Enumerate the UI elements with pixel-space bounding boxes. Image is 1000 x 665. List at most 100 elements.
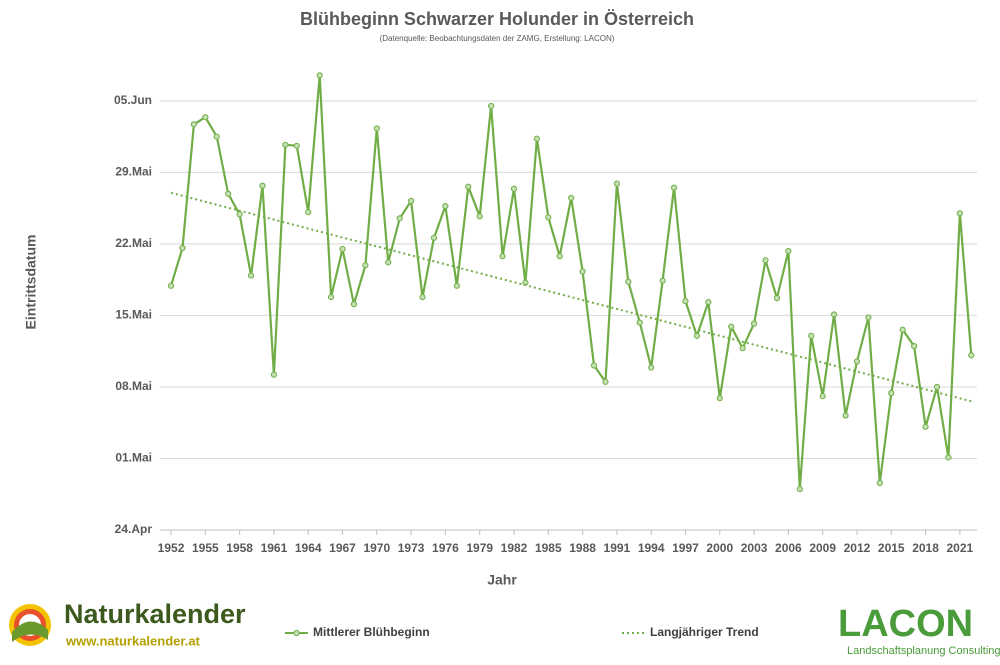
data-point [648, 364, 655, 371]
data-point [865, 314, 872, 321]
legend-label: Langjähriger Trend [650, 625, 759, 639]
data-point [716, 395, 723, 402]
logo-url: www.naturkalender.at [65, 633, 201, 648]
data-point [808, 332, 815, 339]
x-tick-label: 1994 [638, 541, 665, 555]
data-point [453, 282, 460, 289]
data-point [556, 253, 563, 260]
data-point [476, 213, 483, 220]
data-point [590, 362, 598, 369]
data-point [670, 184, 678, 191]
x-tick-label: 2000 [706, 541, 733, 555]
y-tick-label: 01.Mai [115, 451, 152, 465]
data-point [830, 311, 838, 318]
data-point [533, 135, 540, 142]
data-point [625, 278, 632, 285]
legend-marker [293, 629, 300, 637]
data-point [968, 352, 975, 359]
data-point [899, 326, 906, 333]
x-tick-label: 1982 [501, 541, 528, 555]
data-point [316, 72, 323, 79]
y-tick-label: 08.Mai [115, 379, 152, 393]
data-point [396, 215, 403, 222]
data-point [213, 133, 220, 140]
data-point [408, 197, 415, 205]
data-point [190, 121, 197, 128]
chart-subtitle: (Datenquelle: Beobachtungsdaten der ZAMG… [380, 34, 615, 43]
data-point [933, 383, 941, 391]
data-point [225, 190, 232, 197]
x-tick-label: 1979 [466, 541, 493, 555]
y-tick-label: 05.Jun [114, 93, 152, 107]
trend-line [170, 191, 972, 403]
data-point [385, 259, 392, 266]
data-point [339, 245, 346, 253]
x-tick-label: 2021 [947, 541, 974, 555]
x-tick-label: 1997 [672, 541, 699, 555]
data-point [236, 211, 243, 218]
data-point [682, 298, 689, 305]
data-point [853, 358, 861, 365]
data-point [167, 282, 175, 289]
data-point [305, 209, 312, 216]
x-tick-label: 1961 [261, 541, 288, 555]
data-point [488, 102, 495, 110]
data-point [510, 185, 518, 192]
x-axis-label: Jahr [487, 572, 517, 588]
data-point [659, 277, 666, 284]
data-point [419, 293, 426, 301]
data-point [499, 253, 506, 260]
data-point [293, 142, 300, 149]
x-tick-label: 2012 [844, 541, 871, 555]
data-point [579, 268, 586, 275]
data-point [202, 114, 209, 121]
data-point [373, 125, 380, 132]
data-point [465, 183, 472, 190]
data-point [259, 182, 266, 189]
data-point [327, 293, 335, 301]
x-tick-label: 1955 [192, 541, 219, 555]
x-tick-label: 2006 [775, 541, 802, 555]
x-tick-label: 1970 [363, 541, 390, 555]
x-tick-label: 1967 [329, 541, 356, 555]
data-point [282, 141, 289, 148]
data-point [922, 423, 929, 430]
data-point [773, 294, 781, 302]
data-point [636, 319, 643, 326]
data-point [270, 371, 278, 378]
y-axis-label: Eintrittsdatum [23, 235, 39, 330]
data-point [911, 342, 918, 350]
logo-hill [12, 621, 48, 642]
x-tick-label: 2015 [878, 541, 905, 555]
data-point [956, 210, 963, 217]
series-line [169, 75, 973, 490]
logo-sub: Landschaftsplanung Consulting [847, 645, 1000, 657]
data-point [568, 194, 575, 202]
x-tick-label: 2018 [912, 541, 939, 555]
data-point [842, 412, 849, 419]
data-point [739, 345, 746, 352]
chart-title: Blühbeginn Schwarzer Holunder in Österre… [300, 9, 694, 29]
data-point [602, 378, 609, 385]
x-tick-label: 1985 [535, 541, 562, 555]
x-tick-label: 1964 [295, 541, 322, 555]
data-point [785, 247, 792, 255]
data-point [750, 320, 758, 327]
x-tick-label: 1988 [569, 541, 596, 555]
data-point [876, 479, 883, 487]
logo-name: LACON [838, 603, 973, 645]
y-tick-label: 15.Mai [115, 308, 152, 322]
data-point [728, 323, 735, 330]
y-tick-label: 29.Mai [115, 165, 152, 179]
data-point [362, 262, 369, 269]
x-tick-label: 1991 [604, 541, 631, 555]
data-point [430, 234, 438, 241]
data-point [819, 393, 826, 400]
x-tick-label: 2003 [741, 541, 768, 555]
data-point [796, 486, 803, 493]
data-point [613, 180, 620, 187]
x-tick-label: 1958 [226, 541, 253, 555]
data-point [545, 214, 552, 221]
data-point [350, 301, 358, 308]
